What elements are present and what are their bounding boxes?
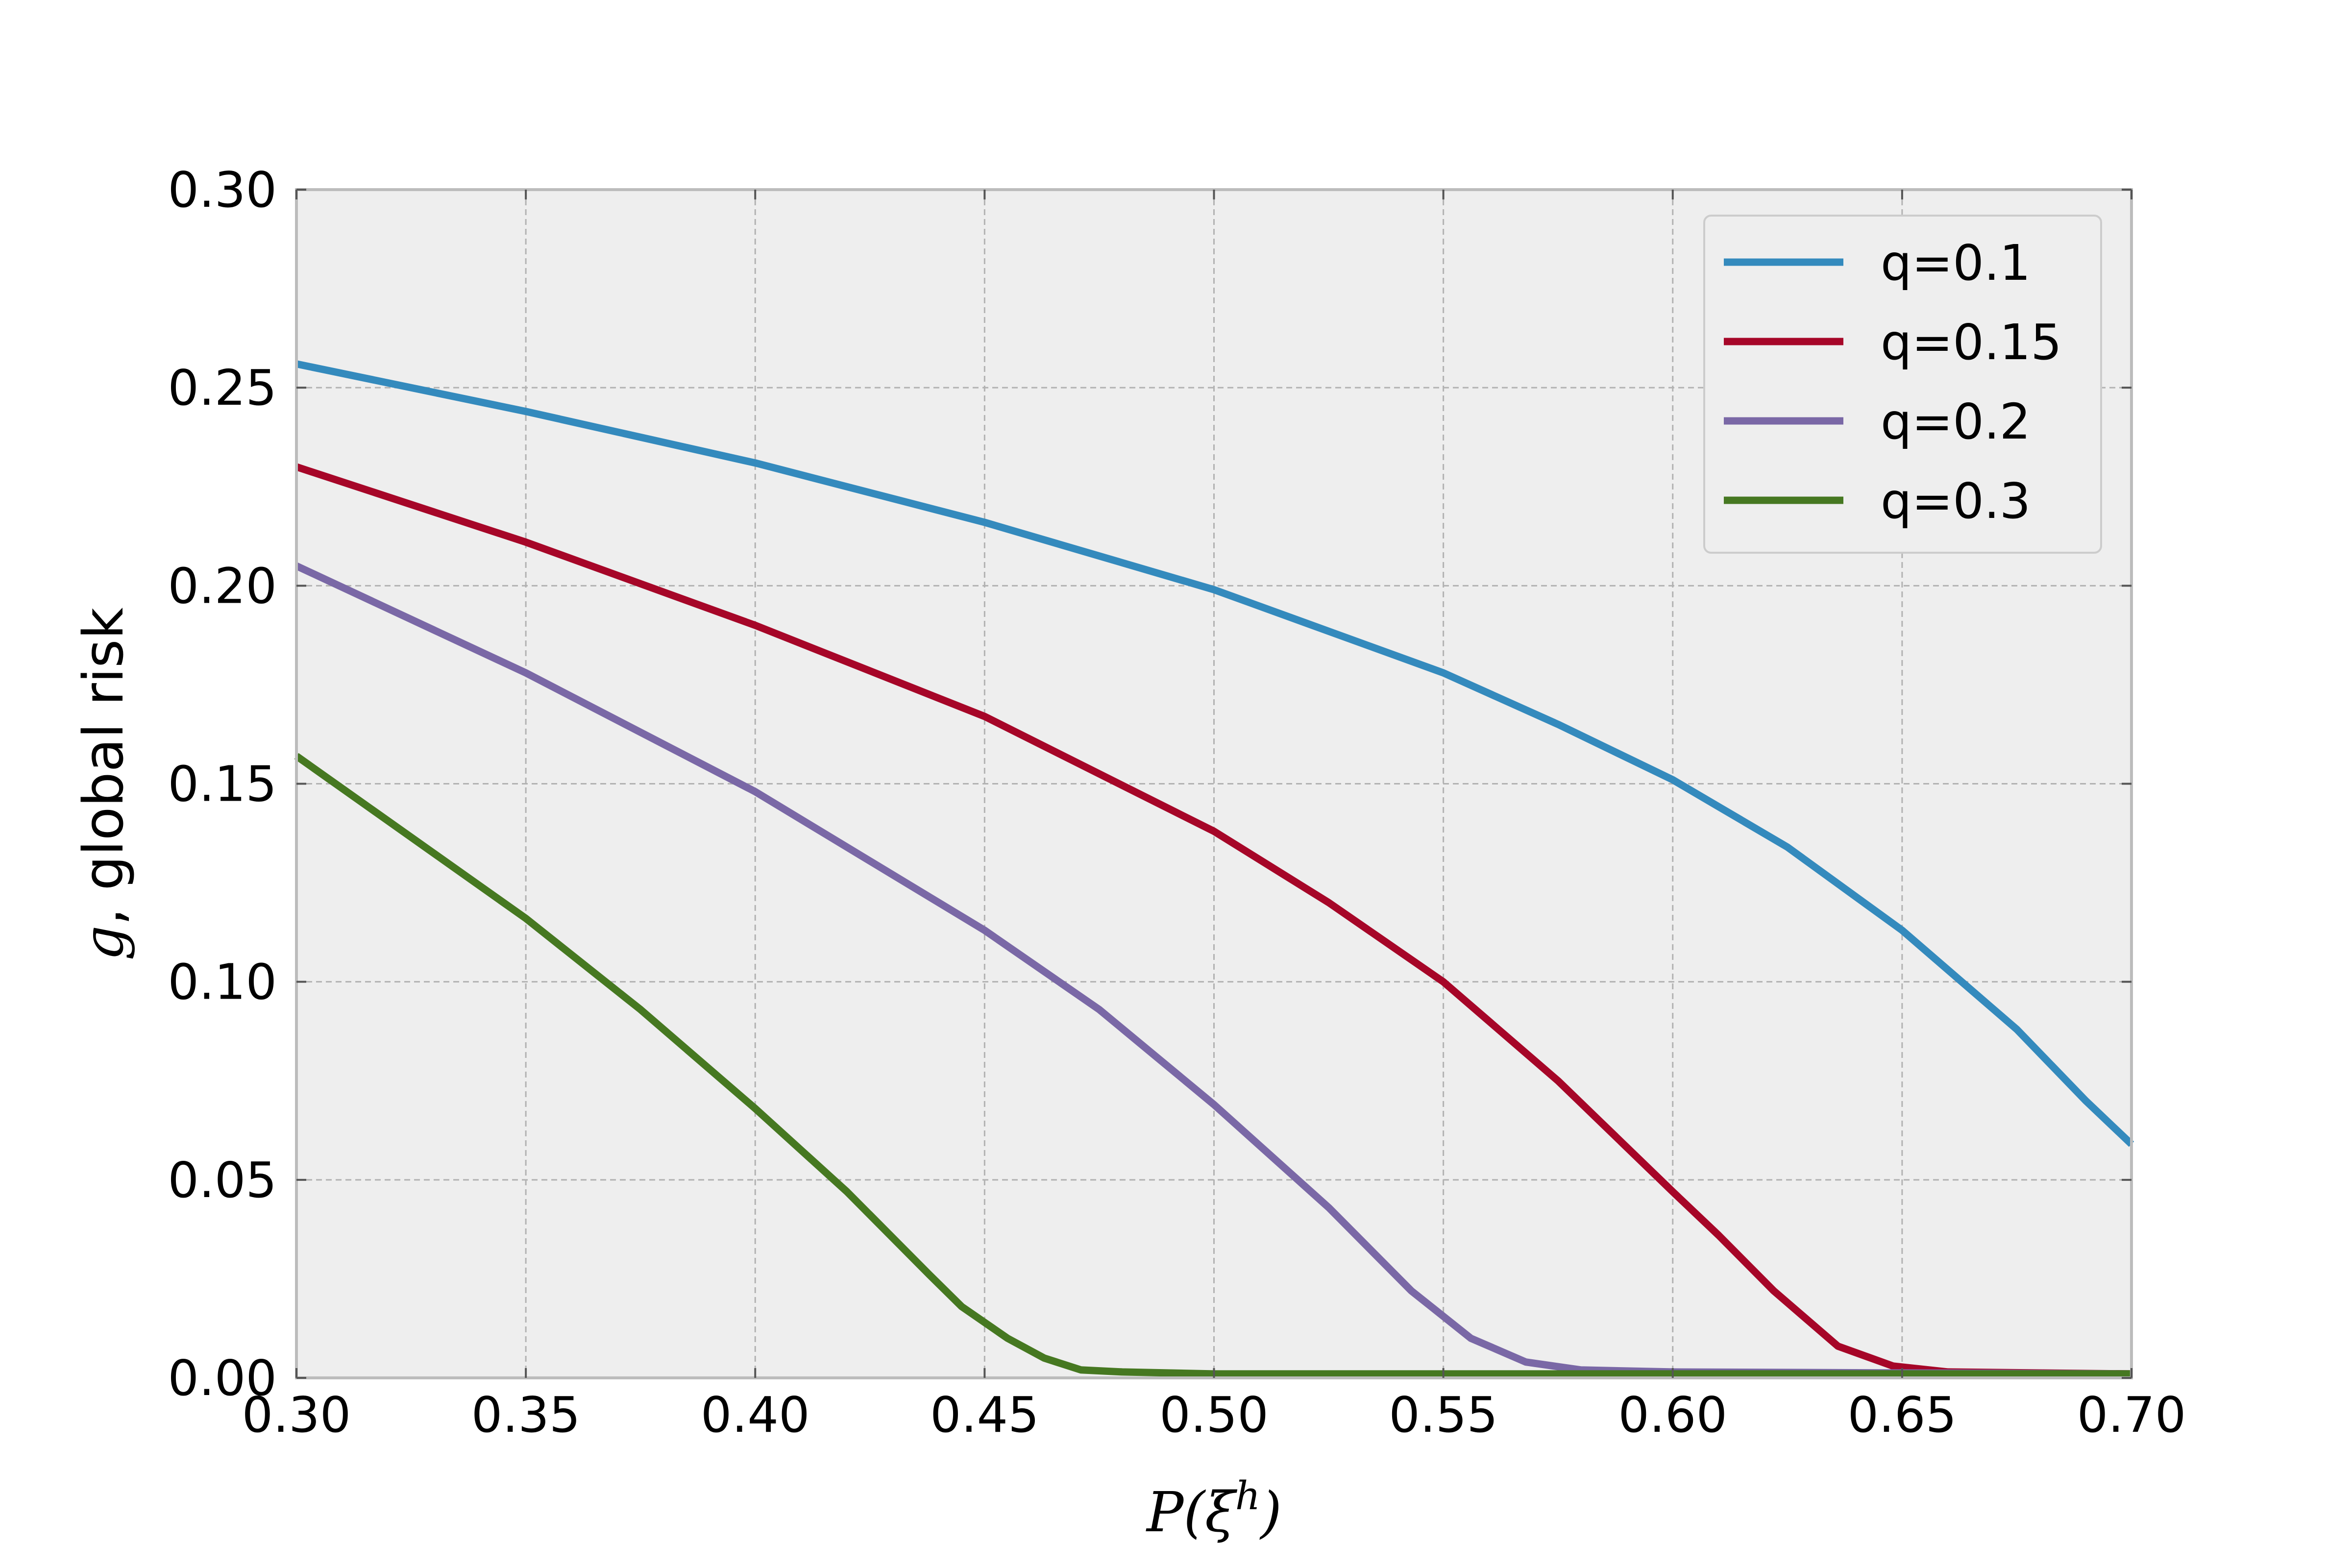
legend-label: q=0.1	[1881, 234, 2031, 292]
y-tick-label: 0.30	[168, 161, 277, 219]
x-tick-label: 0.70	[2077, 1386, 2186, 1444]
legend: q=0.1 q=0.15 q=0.2 q=0.3	[1703, 215, 2102, 554]
x-axis-label: P(ξh)	[1146, 1473, 1282, 1544]
legend-box	[1703, 215, 2102, 554]
legend-label: q=0.15	[1881, 314, 2062, 371]
series-line-q=0.15	[295, 463, 2132, 1378]
x-axis-label-superscript: h	[1235, 1473, 1261, 1519]
series-line-q=0.2	[294, 563, 2132, 1378]
series-lines	[294, 360, 2134, 1378]
x-tick-label: 0.55	[1389, 1386, 1498, 1444]
y-axis-ticks: 0.00 0.05 0.10 0.15 0.20 0.25 0.30	[168, 161, 2132, 1407]
x-tick-label: 0.35	[471, 1386, 581, 1444]
x-tick-label: 0.40	[701, 1386, 810, 1444]
x-tick-label: 0.45	[930, 1386, 1039, 1444]
series-line-q=0.1	[295, 360, 2134, 1147]
y-tick-label: 0.25	[168, 359, 277, 416]
y-tick-label: 0.05	[168, 1152, 277, 1209]
x-axis-ticks: 0.30 0.35 0.40 0.45 0.50 0.55 0.60 0.65 0.70	[242, 190, 2186, 1444]
x-tick-label: 0.30	[242, 1386, 351, 1444]
y-tick-label: 0.15	[168, 756, 277, 813]
series-line-q=0.3	[294, 753, 2132, 1378]
y-tick-label: 0.10	[168, 954, 277, 1011]
x-axis-label-close: )	[1259, 1481, 1282, 1544]
legend-label: q=0.3	[1881, 472, 2031, 530]
legend-label: q=0.2	[1881, 393, 2031, 450]
y-tick-label: 0.00	[168, 1349, 277, 1407]
x-tick-label: 0.60	[1618, 1386, 1727, 1444]
x-axis-label-base: P(ξ	[1146, 1481, 1238, 1544]
y-axis-label: g, global risk	[72, 608, 136, 961]
x-tick-label: 0.65	[1848, 1386, 1957, 1444]
y-tick-label: 0.20	[168, 557, 277, 614]
y-axis-label-variable: g	[72, 926, 136, 961]
y-axis-label-text: , global risk	[72, 608, 136, 926]
x-tick-label: 0.50	[1159, 1386, 1269, 1444]
